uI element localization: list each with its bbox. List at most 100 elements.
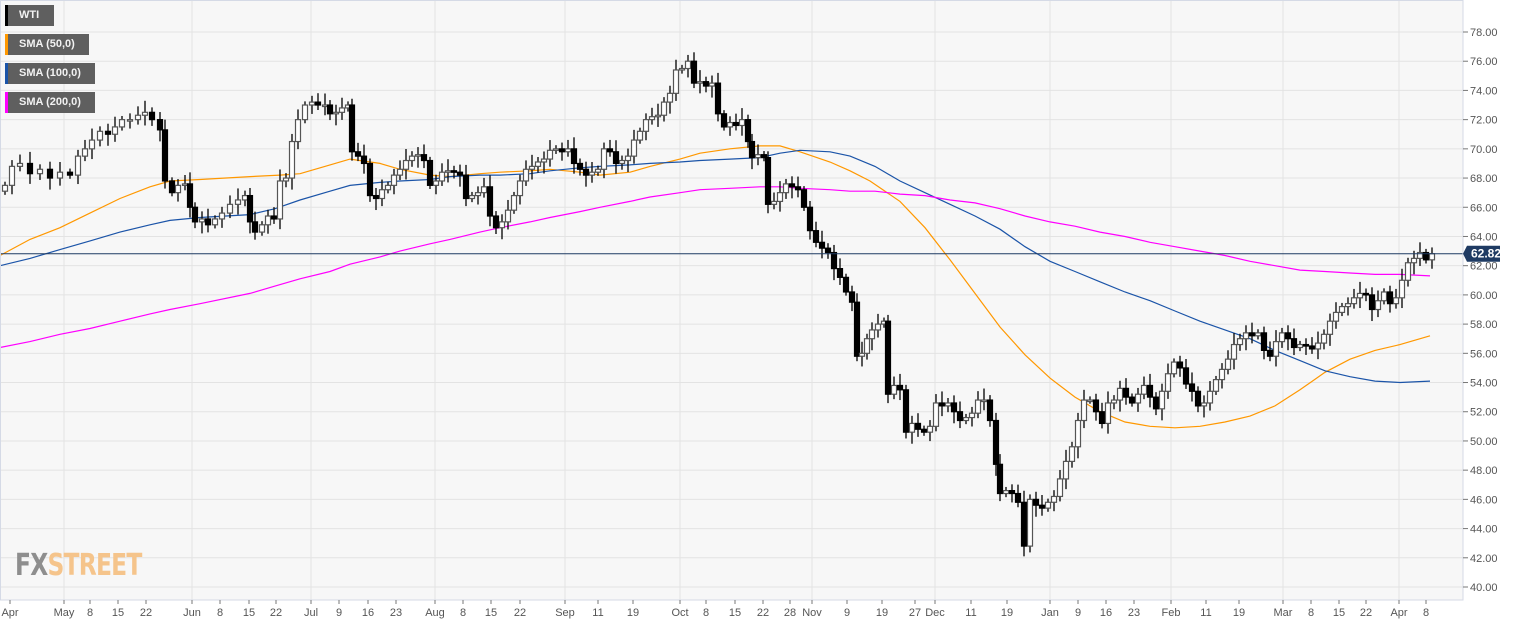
candle-bullish — [776, 192, 784, 203]
candle-bearish — [714, 82, 722, 115]
candle-bearish — [104, 130, 112, 135]
candle-bullish — [241, 194, 249, 201]
fxstreet-logo: FXSTREET — [15, 551, 142, 581]
candle-bullish — [36, 168, 44, 175]
candle-bearish — [764, 157, 772, 205]
candle-bullish — [444, 170, 452, 173]
y-tick-label: 66.00 — [1470, 202, 1498, 214]
y-tick-label: 48.00 — [1470, 465, 1498, 477]
candle-bullish — [390, 174, 398, 186]
y-tick-label: 68.00 — [1470, 173, 1498, 185]
candle-bullish — [332, 111, 340, 115]
candle-bearish — [920, 428, 928, 433]
candle-bullish — [624, 155, 632, 162]
candle-bearish — [950, 402, 958, 413]
x-tick-label: 22 — [270, 607, 282, 619]
candle-bearish — [1260, 332, 1268, 351]
candle-bullish — [654, 114, 662, 118]
candle-bearish — [1194, 390, 1202, 407]
candle-bearish — [812, 230, 820, 243]
candle-bearish — [558, 148, 566, 153]
candle-bearish — [938, 402, 946, 407]
candle-bullish — [56, 171, 64, 179]
candle-bearish — [1038, 504, 1046, 509]
x-tick-label: Mar — [1274, 607, 1293, 619]
candle-bullish — [1074, 419, 1082, 448]
legend-item-sma50[interactable]: SMA (50,0) — [5, 34, 89, 55]
candle-bearish — [1248, 332, 1256, 337]
candle-bullish — [630, 139, 638, 157]
candle-bearish — [360, 155, 368, 165]
y-tick-label: 42.00 — [1470, 553, 1498, 565]
candle-bullish — [696, 81, 704, 84]
candle-bullish — [384, 184, 392, 191]
candle-bearish — [570, 148, 578, 165]
candle-bullish — [863, 338, 871, 354]
x-tick-label: 27 — [909, 607, 921, 619]
candle-bullish — [264, 215, 272, 226]
candle-bullish — [1254, 332, 1262, 337]
x-tick-label: Feb — [1162, 607, 1181, 619]
candle-bullish — [1374, 300, 1382, 311]
candle-bearish — [366, 162, 374, 197]
candle-bullish — [282, 177, 290, 182]
candle-bearish — [884, 320, 892, 395]
candle-bearish — [251, 221, 259, 233]
candle-bearish — [26, 162, 34, 175]
x-axis: Apr May 8 15 22 Jun 8 15 22 Jul 9 16 23 Aug 8 15 22 Sep 11… — [1, 600, 1429, 619]
candle-bearish — [848, 291, 856, 303]
legend-label: WTI — [19, 9, 40, 21]
candle-bullish — [932, 402, 940, 427]
candle-bullish — [480, 186, 488, 194]
candle-bullish — [8, 165, 16, 186]
candle-bullish — [276, 180, 284, 220]
candle-bearish — [744, 119, 752, 143]
x-tick-label: 8 — [1423, 607, 1429, 619]
candle-bearish — [830, 251, 838, 270]
last-price-tag: 62.82 — [1463, 245, 1501, 262]
candle-bullish — [890, 384, 898, 395]
legend-label: SMA (50,0) — [19, 38, 75, 50]
candle-bearish — [1008, 490, 1016, 495]
y-tick-label: 52.00 — [1470, 407, 1498, 419]
candle-bearish — [1182, 367, 1190, 385]
candle-bullish — [1206, 390, 1214, 404]
candle-bullish — [1320, 333, 1328, 344]
legend-label: SMA (100,0) — [19, 67, 81, 79]
candle-bearish — [818, 241, 826, 249]
candle-bearish — [1308, 345, 1316, 350]
candle-bearish — [956, 411, 964, 422]
y-tick-label: 58.00 — [1470, 319, 1498, 331]
x-tick-label: 8 — [460, 607, 466, 619]
candle-bearish — [46, 168, 54, 179]
candle-bearish — [806, 206, 814, 232]
legend-item-sma200[interactable]: SMA (200,0) — [5, 92, 95, 113]
candle-bullish — [516, 180, 524, 197]
x-tick-label: 19 — [1001, 607, 1013, 619]
candle-bullish — [1416, 251, 1424, 259]
candle-bullish — [522, 168, 530, 182]
candle-bullish — [308, 101, 316, 106]
candle-bullish — [944, 402, 952, 407]
candle-bearish — [800, 189, 808, 208]
logo-fx: FX — [15, 548, 48, 583]
candle-bearish — [156, 119, 164, 131]
candle-bullish — [438, 171, 446, 182]
candle-bearish — [836, 268, 844, 278]
legend-label: SMA (200,0) — [19, 96, 81, 108]
legend-item-wti[interactable]: WTI — [5, 5, 54, 26]
candle-bullish — [874, 323, 882, 331]
candle-bullish — [678, 67, 686, 71]
candle-bullish — [546, 149, 554, 160]
y-tick-label: 56.00 — [1470, 348, 1498, 360]
x-tick-label: 9 — [844, 607, 850, 619]
x-tick-label: 15 — [112, 607, 124, 619]
candle-bearish — [1302, 343, 1310, 347]
candle-bearish — [788, 183, 796, 188]
sma-line — [0, 145, 1431, 429]
candle-bullish — [1068, 446, 1076, 462]
candle-bullish — [636, 130, 644, 141]
candle-bullish — [588, 171, 596, 176]
legend-item-sma100[interactable]: SMA (100,0) — [5, 63, 95, 84]
